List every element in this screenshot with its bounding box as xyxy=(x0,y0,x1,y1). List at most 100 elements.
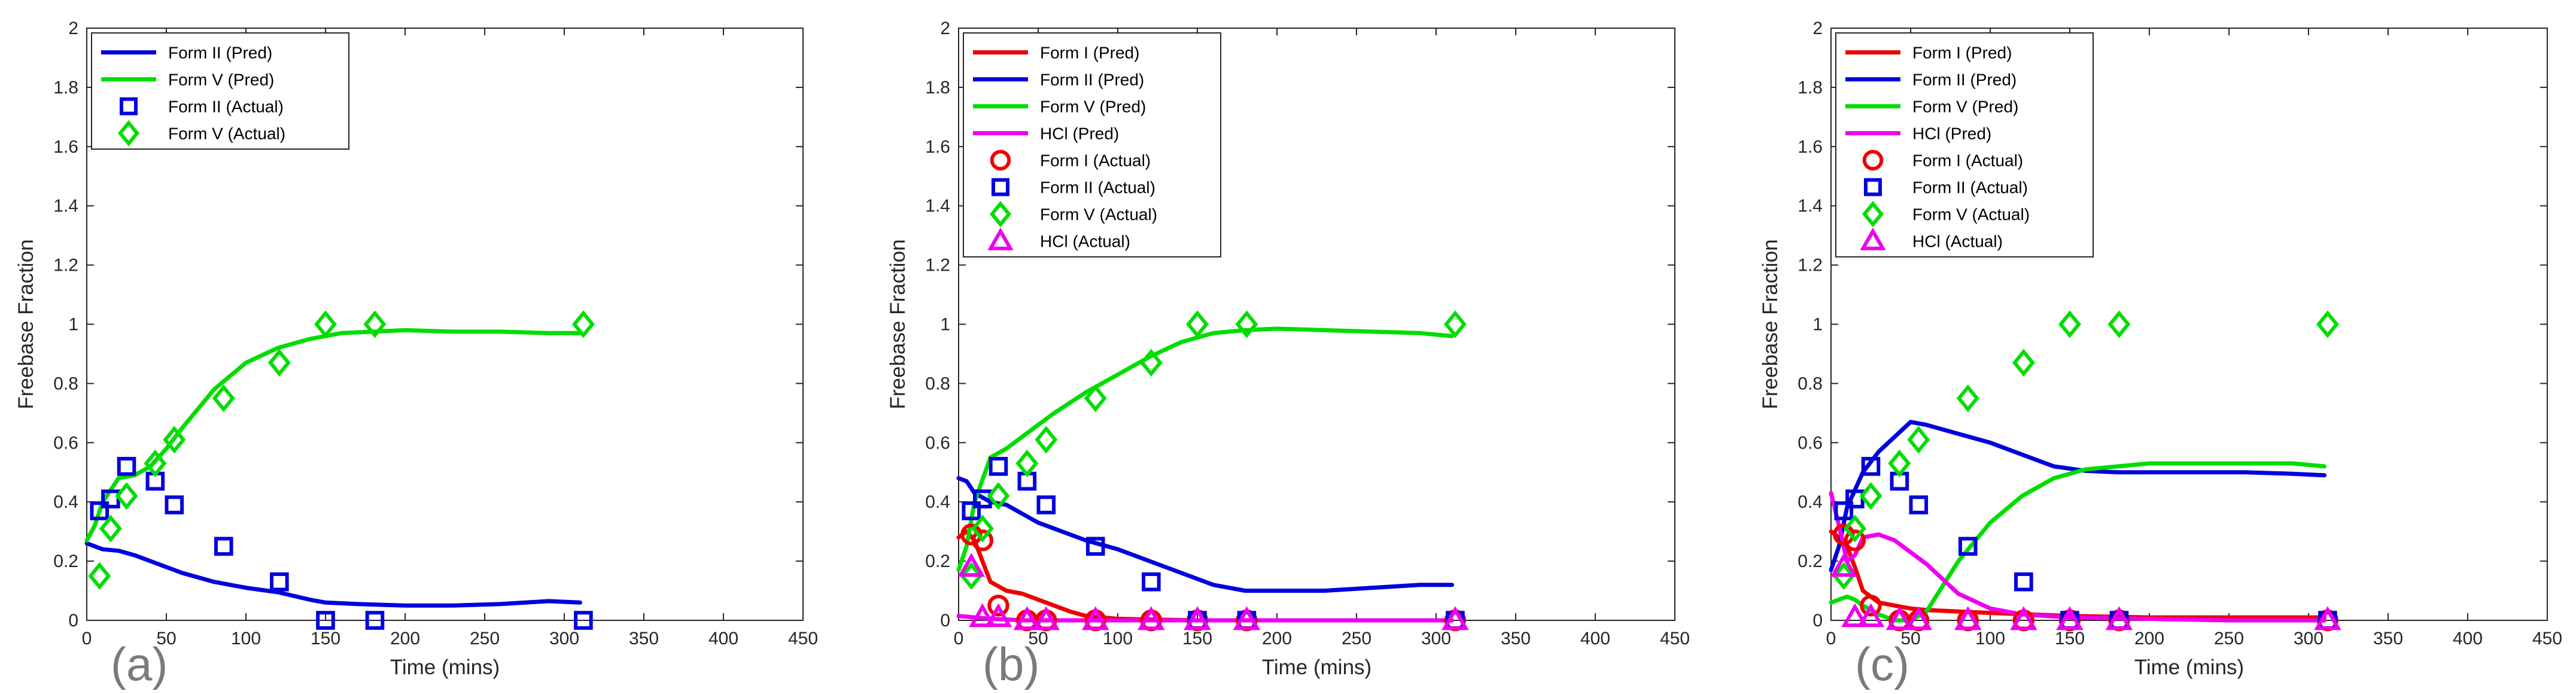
panel-c-series-form-v-actual-point xyxy=(1832,562,1856,590)
panel-b-series-hcl-actual-point xyxy=(1233,606,1261,631)
panel-c-x-tick-label: 0 xyxy=(1826,629,1836,648)
panel-b-series-form-v-actual-point xyxy=(987,482,1010,510)
panel-b-label: (b) xyxy=(983,638,1039,690)
panel-c-x-tick-label: 300 xyxy=(2294,629,2323,648)
panel-a-y-tick-label: 0.6 xyxy=(53,433,78,453)
panel-a-legend-entry-form-ii-pred-label: Form II (Pred) xyxy=(168,44,272,62)
panel-b-y-tick-label: 1 xyxy=(940,315,950,335)
panel-b-series-form-ii-actual-point xyxy=(962,501,981,520)
panel-b-y-tick-label: 1.2 xyxy=(925,256,950,275)
panel-b-legend-entry-form-v-pred-label: Form V (Pred) xyxy=(1040,98,1146,116)
panel-a-x-tick-label: 200 xyxy=(390,629,420,648)
panel-b-x-tick-label: 350 xyxy=(1501,629,1531,648)
panel-c-legend-entry-form-i-actual-swatch xyxy=(1862,150,1884,171)
panel-c-series-hcl-actual-point xyxy=(2105,606,2133,631)
panel-c-series-hcl-actual-point xyxy=(2314,606,2341,631)
panel-c-y-tick-label: 2 xyxy=(1812,19,1823,38)
panel-b-series-hcl-actual-point xyxy=(1013,606,1041,631)
panel-c-legend-entry-form-i-actual-label: Form I (Actual) xyxy=(1912,151,2023,170)
panel-c-series-hcl-actual-point xyxy=(2056,606,2084,631)
panel-b-legend-entry-hcl-actual-swatch xyxy=(987,227,1014,250)
panel-b-legend-entry-hcl-pred-label: HCl (Pred) xyxy=(1040,125,1119,143)
panel-c-series-form-v-actual-point xyxy=(1859,482,1882,510)
panel-c-legend-entry-hcl-pred-label: HCl (Pred) xyxy=(1912,125,1991,143)
panel-b-y-tick-label: 0.6 xyxy=(925,433,950,453)
panel-b-series-hcl-actual-point xyxy=(1184,606,1211,631)
panel-b-legend-entry-form-ii-pred-label: Form II (Pred) xyxy=(1040,71,1144,89)
panel-a-series-form-v-pred-line xyxy=(84,328,583,543)
panel-b-legend-entry-form-v-actual-label: Form V (Actual) xyxy=(1040,205,1157,224)
panel-b-series-form-ii-actual-point xyxy=(989,457,1008,476)
panel-c-legend-entry-form-ii-pred-label: Form II (Pred) xyxy=(1912,71,2017,89)
panel-a-series-form-ii-actual-point xyxy=(214,537,233,556)
panel-c-series-hcl-pred-line xyxy=(1829,490,2327,623)
panel-c-series-form-v-actual-point xyxy=(1888,449,1911,478)
panel-b-series-form-v-actual-point xyxy=(1443,310,1467,338)
panel-c-series-form-ii-actual-point xyxy=(1861,457,1881,476)
panel-b-y-tick-label: 0.4 xyxy=(925,492,950,512)
panel-a-y-tick-label: 1.4 xyxy=(53,196,78,216)
panel-c-series-form-v-actual-point xyxy=(2107,310,2131,338)
panel-b-series-hcl-actual-point xyxy=(1138,606,1165,631)
panel-c-y-tick-label: 1.2 xyxy=(1798,256,1823,275)
panel-b-series-form-ii-actual-point xyxy=(1085,537,1105,556)
panel-c-series-form-ii-actual-point xyxy=(1834,501,1854,520)
panel-a-x-tick-label: 450 xyxy=(788,629,818,648)
panel-c-series-hcl-actual-point xyxy=(1857,603,1885,628)
panel-b-legend-entry-form-i-actual-swatch xyxy=(990,150,1011,171)
panel-a-x-tick-label: 350 xyxy=(629,629,659,648)
panel-c-series-form-ii-actual-point xyxy=(1909,495,1929,514)
panel-c-series-hcl-actual-point xyxy=(1905,606,1933,631)
panel-a-series-form-v-actual-point xyxy=(163,426,186,454)
panel-a-series-form-v-actual-point xyxy=(363,310,387,338)
panel-b-legend-entry-form-i-actual-label: Form I (Actual) xyxy=(1040,151,1151,170)
panel-b-y-tick-label: 2 xyxy=(940,19,950,38)
panel-b-series-form-ii-actual-point xyxy=(1036,495,1056,514)
panel-c-legend-entry-form-ii-actual-label: Form II (Actual) xyxy=(1912,178,2028,197)
panel-a-series-form-ii-actual-point xyxy=(316,611,335,630)
panel-b-series-form-v-actual-point xyxy=(1015,449,1039,478)
panel-c-legend-entry-form-v-actual-label: Form V (Actual) xyxy=(1912,205,2030,224)
panel-a-y-tick-label: 1 xyxy=(68,315,78,335)
panel-a-y-tick-label: 2 xyxy=(68,19,78,38)
panel-c-y-axis-label: Freebase Fraction xyxy=(1759,239,1782,409)
panel-a-legend-entry-form-v-actual-label: Form V (Actual) xyxy=(168,125,285,143)
panel-b-x-tick-label: 0 xyxy=(954,629,964,648)
panel-c-legend-entry-form-i-pred-label: Form I (Pred) xyxy=(1912,44,2012,62)
panel-b-legend-entry-form-ii-actual-label: Form II (Actual) xyxy=(1040,178,1155,197)
panel-a-x-tick-label: 400 xyxy=(708,629,738,648)
panel-a-y-axis-label: Freebase Fraction xyxy=(14,239,38,409)
panel-b-series-form-v-actual-point xyxy=(971,514,994,543)
panel-c-series-form-i-actual-point xyxy=(1860,595,1882,617)
panel-b-y-tick-label: 0.8 xyxy=(925,374,950,393)
panel-a-y-tick-label: 0.8 xyxy=(53,374,78,393)
panel-b-series-form-v-actual-point xyxy=(1235,310,1258,338)
panel-b-y-tick-label: 1.8 xyxy=(925,78,950,98)
panel-a-legend-entry-form-v-pred-label: Form V (Pred) xyxy=(168,71,274,89)
panel-a-y-tick-label: 0 xyxy=(68,611,78,631)
panel-a-series-form-v-actual-point xyxy=(571,310,595,338)
panel-b-series-form-i-actual-point xyxy=(971,529,994,551)
panel-c-x-tick-label: 400 xyxy=(2453,629,2483,648)
panel-c-x-tick-label: 450 xyxy=(2532,629,2562,648)
panel-c-legend-entry-hcl-actual-swatch xyxy=(1860,227,1886,250)
panel-b-series-form-v-actual-point xyxy=(1186,310,1209,338)
panel-b-y-tick-label: 1.4 xyxy=(925,196,950,216)
panel-c-series-form-v-actual-point xyxy=(1843,514,1866,543)
panel-c-x-tick-label: 50 xyxy=(1900,629,1920,648)
panel-b-legend-entry-hcl-actual-label: HCl (Actual) xyxy=(1040,232,1130,251)
panel-a-series-form-v-actual-point xyxy=(99,514,122,543)
panel-a-legend-entry-form-ii-actual-swatch xyxy=(120,97,138,116)
panel-c-legend-entry-hcl-actual-label: HCl (Actual) xyxy=(1912,232,2003,251)
panel-c-series-form-v-actual-point xyxy=(2012,348,2035,377)
panel-b-series-hcl-actual-point xyxy=(984,603,1012,628)
panel-a-series-form-v-actual-point xyxy=(115,482,138,510)
panel-a-series-form-ii-actual-point xyxy=(574,611,593,630)
panel-c-y-tick-label: 0.4 xyxy=(1798,492,1823,512)
panel-a-y-tick-label: 1.8 xyxy=(53,78,78,98)
panel-c-series-form-v-actual-point xyxy=(1956,384,1979,413)
panel-a-series-form-ii-actual-point xyxy=(270,572,289,592)
panel-b-series-hcl-actual-point xyxy=(1032,606,1060,631)
panel-b-series-form-i-actual-point xyxy=(987,595,1009,617)
